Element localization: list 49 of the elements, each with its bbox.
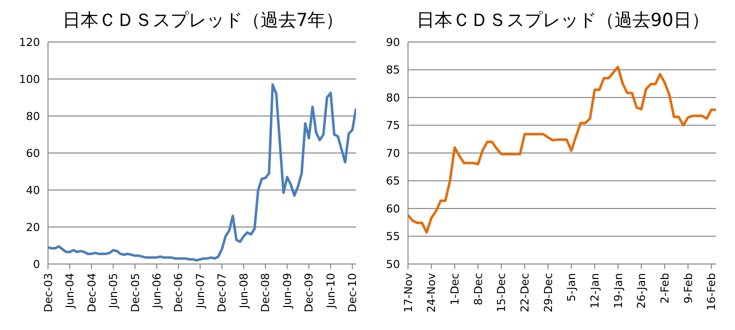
chart-title: 日本ＣＤＳスプレッド（過去90日） <box>416 9 710 33</box>
x-tick-label: 9-Feb <box>682 272 695 304</box>
y-tick-label: 100 <box>19 72 40 86</box>
x-tick-label: 29-Dec <box>542 273 555 312</box>
y-tick-label: 85 <box>386 64 400 77</box>
x-tick-label: Jun-06 <box>150 273 164 310</box>
x-tick-label: Dec-05 <box>128 273 142 312</box>
x-tick-label: Jun-08 <box>237 273 250 310</box>
x-tick-label: Dec-03 <box>42 273 55 312</box>
x-tick-label: 2-Feb <box>658 272 672 304</box>
y-tick-label: 80 <box>26 110 40 123</box>
x-tick-label: 22-Dec <box>518 273 532 312</box>
chart-title: 日本ＣＤＳスプレッド（過去7年） <box>61 9 345 33</box>
x-tick-label: 15-Dec <box>495 273 508 312</box>
x-tick-label: 16-Feb <box>705 272 718 310</box>
x-tick-label: Jun-05 <box>107 273 120 310</box>
y-tick-label: 75 <box>386 119 400 132</box>
x-tick-label: Dec-04 <box>85 273 98 312</box>
x-tick-label: 19-Jan <box>612 272 625 309</box>
y-tick-label: 0 <box>33 258 40 271</box>
x-tick-label: 1-Dec <box>448 273 462 306</box>
y-tick-label: 60 <box>26 146 40 160</box>
y-tick-label: 60 <box>386 202 400 216</box>
x-tick-label: Jun-10 <box>324 273 338 310</box>
y-tick-label: 90 <box>386 36 400 49</box>
x-tick-label: 5-Jan <box>565 272 578 302</box>
x-tick-label: 24-Nov <box>425 272 438 312</box>
y-tick-label: 50 <box>386 258 400 271</box>
y-tick-label: 70 <box>386 146 400 160</box>
x-tick-label: Jun-07 <box>194 273 207 310</box>
x-tick-label: Jun-04 <box>64 273 77 310</box>
x-tick-label: 8-Dec <box>472 273 485 306</box>
line-series <box>408 66 716 234</box>
x-tick-label: Jun-09 <box>280 273 294 310</box>
y-tick-label: 80 <box>386 91 400 104</box>
x-tick-label: Dec-06 <box>172 273 186 312</box>
x-tick-label: 26-Jan <box>635 272 648 309</box>
y-tick-label: 40 <box>26 184 40 197</box>
y-tick-label: 55 <box>386 230 400 244</box>
x-tick-label: Dec-07 <box>216 273 229 312</box>
line-series <box>48 83 356 262</box>
x-tick-label: Dec-09 <box>302 273 316 312</box>
x-tick-label: Dec-08 <box>259 273 272 312</box>
y-tick-label: 120 <box>19 36 40 49</box>
x-tick-label: 12-Jan <box>588 272 602 309</box>
y-tick-label: 65 <box>386 174 400 188</box>
y-tick-label: 20 <box>26 220 40 234</box>
x-tick-label: 17-Nov <box>402 272 415 312</box>
x-tick-label: Dec-10 <box>346 273 360 312</box>
